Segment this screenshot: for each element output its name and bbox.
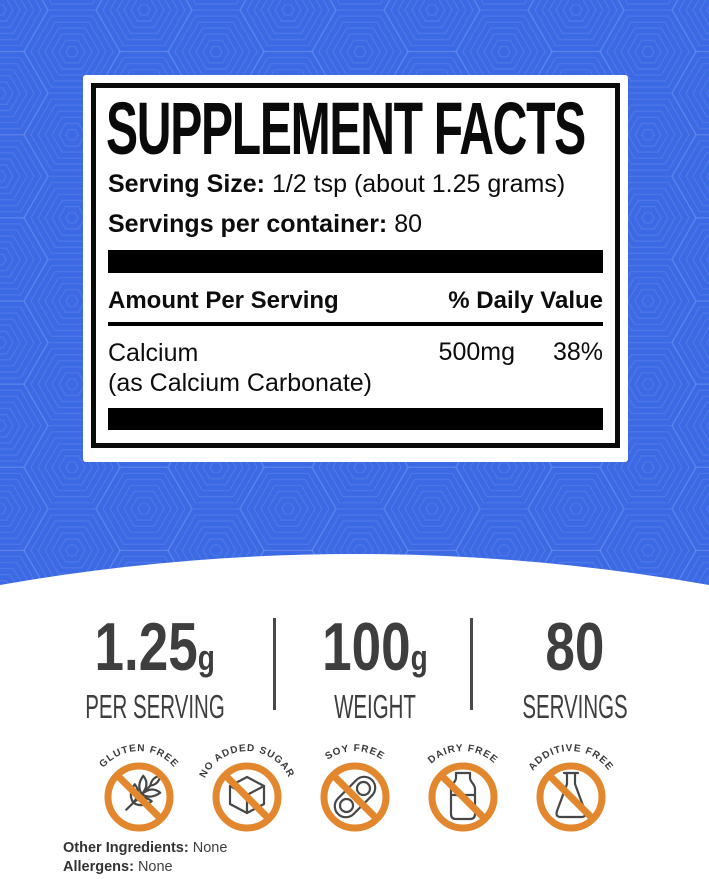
wheat-icon — [124, 774, 161, 811]
allergens-value: None — [133, 859, 173, 875]
allergens-row: Allergens: None — [63, 858, 227, 877]
allergens-label: Allergens: — [63, 859, 134, 875]
stat-label: PER SERVING — [85, 688, 225, 725]
other-ingredients-label: Other Ingredients: — [63, 840, 189, 856]
stat-unit: g — [198, 637, 216, 678]
panel-title: SUPPLEMENT FACTS — [106, 87, 586, 170]
column-header-row: Amount Per Serving % Daily Value — [108, 287, 603, 315]
badge-label: NO ADDED SUGAR — [197, 743, 295, 780]
stat-unit: g — [410, 637, 428, 678]
servings-per-container-row: Servings per container: 80 — [108, 210, 603, 239]
nutrient-amount: 500mg — [438, 338, 515, 366]
supplement-facts-panel: SUPPLEMENT FACTS Serving Size: 1/2 tsp (… — [83, 75, 628, 462]
stat-value: 1.25g — [94, 609, 216, 685]
other-ingredients-row: Other Ingredients: None — [63, 839, 227, 858]
stats-divider — [470, 618, 473, 710]
no-added-sugar-badge: NO ADDED SUGAR — [195, 727, 299, 835]
dairy-free-badge: DAIRY FREE — [411, 727, 515, 835]
header-rule — [108, 322, 603, 326]
separator-bar-bottom — [108, 408, 603, 430]
other-ingredients-value: None — [188, 840, 228, 856]
stat-servings: 80 SERVINGS — [490, 613, 660, 723]
nutrient-daily-value: 38% — [552, 338, 603, 366]
serving-size-value: 1/2 tsp (about 1.25 grams) — [265, 170, 566, 198]
daily-value-header: % Daily Value — [448, 287, 603, 314]
servings-label: Servings per container: — [108, 210, 388, 238]
stat-label: SERVINGS — [522, 688, 628, 725]
additive-free-badge: ADDITIVE FREE — [519, 727, 623, 835]
serving-size-label: Serving Size: — [108, 170, 265, 198]
amount-per-serving-header: Amount Per Serving — [108, 287, 339, 314]
stat-value: 100g — [322, 609, 428, 685]
panel-border: SUPPLEMENT FACTS Serving Size: 1/2 tsp (… — [91, 83, 620, 448]
free-from-badges-row: GLUTEN FREE — [0, 727, 709, 835]
stats-divider — [273, 618, 276, 710]
badge-label: SOY FREE — [323, 743, 386, 763]
serving-size-row: Serving Size: 1/2 tsp (about 1.25 grams) — [108, 170, 603, 199]
footnotes: Other Ingredients: None Allergens: None — [63, 839, 227, 877]
soy-free-badge: SOY FREE — [303, 727, 407, 835]
stat-label: WEIGHT — [334, 688, 416, 725]
prohibition-circle-icon — [428, 762, 497, 832]
nutrient-row: Calcium (as Calcium Carbonate) — [108, 338, 372, 398]
prohibition-circle-icon — [104, 762, 173, 832]
gluten-free-badge: GLUTEN FREE — [87, 727, 191, 835]
stat-per-serving: 1.25g PER SERVING — [43, 613, 268, 723]
prohibition-circle-icon — [212, 762, 281, 832]
prohibition-circle-icon — [320, 762, 389, 832]
nutrient-source: (as Calcium Carbonate) — [108, 369, 372, 397]
prohibition-circle-icon — [536, 762, 605, 832]
stat-value: 80 — [545, 609, 605, 685]
stat-weight: 100g WEIGHT — [307, 613, 442, 723]
servings-value: 80 — [387, 210, 423, 238]
separator-bar-top — [108, 250, 603, 273]
nutrient-name: Calcium — [108, 339, 199, 367]
